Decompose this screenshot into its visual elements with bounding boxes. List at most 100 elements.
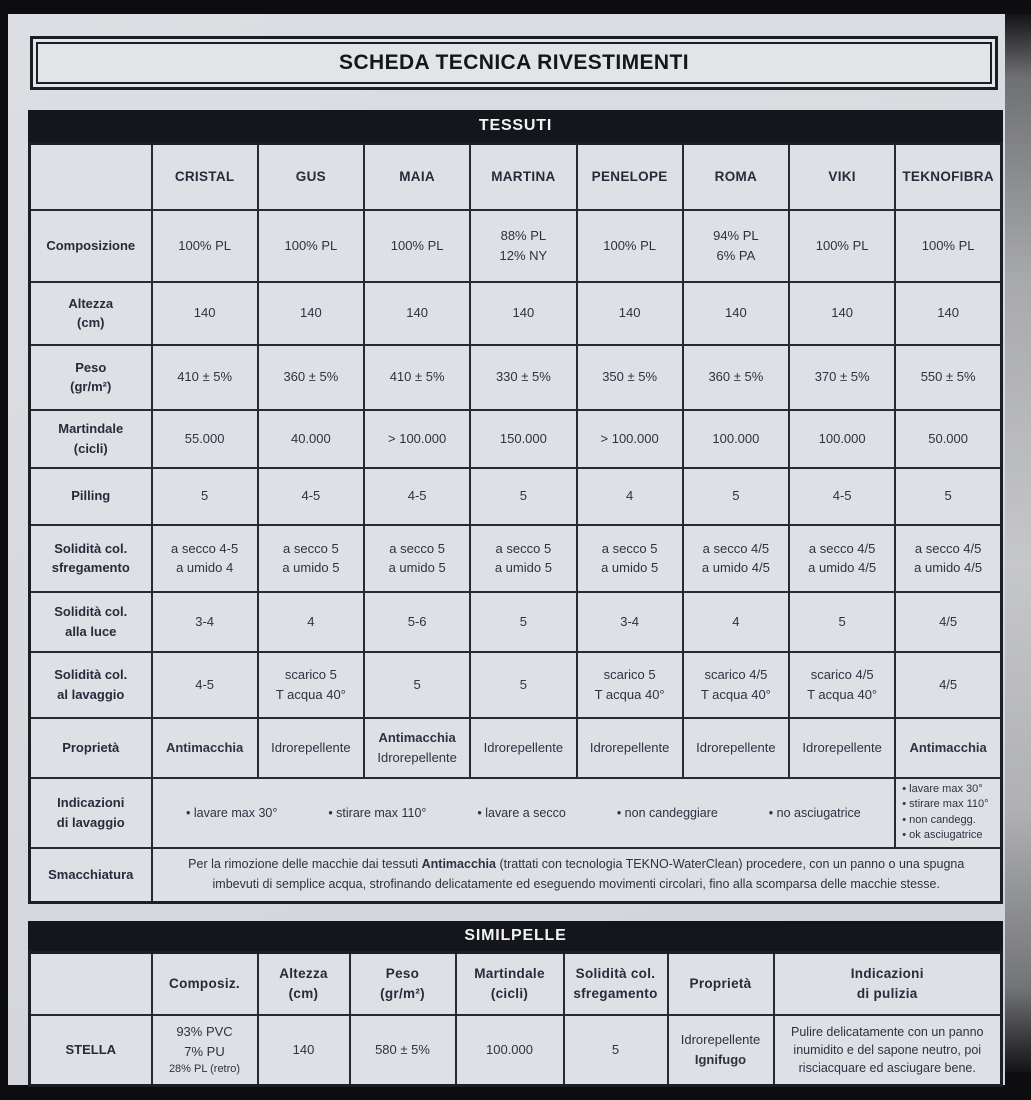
cell-line: a secco 5	[601, 540, 658, 556]
column-header-line: (cm)	[288, 985, 319, 1001]
cell-line: Idrorepellente	[589, 739, 670, 755]
row-label-line: Solidità col.	[54, 540, 128, 556]
tessuti-data-cell: 150.000	[469, 408, 578, 469]
tessuti-data-cell: 100% PL	[787, 208, 897, 283]
tessuti-data-cell: a secco 4/5 a umido 4/5	[894, 523, 1003, 593]
row-label-line: Solidità col.	[54, 604, 128, 619]
cell-line: 140	[937, 305, 959, 321]
cell-line: 4	[732, 613, 740, 629]
tessuti-washing-row: Indicazioni di lavaggio • lavare max 30° • …	[28, 776, 1003, 849]
cell-line: 5	[838, 613, 846, 629]
cell-line: T acqua 40°	[807, 686, 878, 702]
tessuti-data-cell: a secco 5 a umido 5	[256, 523, 366, 593]
cell-line: 93% PVC	[176, 1024, 233, 1039]
cell-line: 410 ± 5%	[177, 369, 233, 385]
similpelle-column-header: Proprietà	[666, 951, 775, 1016]
cell-line: 5	[732, 488, 740, 504]
tessuti-data-cell: 140	[787, 280, 897, 346]
tessuti-body: Composizione 100% PL 100% PL 100% PL 88% PL 1…	[28, 208, 1003, 904]
cell-line: a umido 4/5	[914, 560, 983, 575]
cell-line: 330 ± 5%	[495, 369, 551, 385]
tessuti-data-cell: 4/5	[894, 650, 1003, 719]
title-inner-frame: SCHEDA TECNICA RIVESTIMENTI	[36, 42, 992, 84]
cell-line: 4/5	[939, 613, 958, 629]
cell-line: 5	[201, 488, 209, 504]
tessuti-row-label: Martindale (cicli)	[28, 408, 153, 469]
cell-line: 50.000	[928, 430, 968, 446]
tessuti-row-label: Solidità col. al lavaggio	[28, 650, 153, 719]
cell-line: a umido 5	[282, 560, 340, 575]
similpelle-data-row: STELLA 93% PVC 7% PU 28% PL (retro) 140 580 ±…	[28, 1013, 1003, 1087]
tessuti-washing-shared-cell: • lavare max 30° • stirare max 110° • lava…	[150, 776, 897, 849]
tessuti-column-header: CRISTAL	[150, 142, 259, 211]
tessuti-data-cell: 370 ± 5%	[787, 343, 897, 411]
cell-line: a umido 5	[494, 560, 552, 575]
tessuti-data-cell: 140	[150, 280, 259, 346]
tessuti-data-cell: a secco 5 a umido 5	[575, 523, 684, 593]
tessuti-data-cell: scarico 5 T acqua 40°	[256, 650, 366, 719]
tessuti-data-cell: 5	[150, 466, 259, 526]
tessuti-data-cell: 5	[894, 466, 1003, 526]
cell-line: a umido 4/5	[808, 560, 877, 575]
tessuti-row-label: Pilling	[28, 466, 153, 526]
washing-item: • stirare max 110°	[902, 798, 989, 811]
tessuti-row-label: Smacchiatura	[28, 846, 153, 904]
smacchiatura-part: Antimacchia	[421, 857, 496, 872]
tessuti-data-cell: 140	[894, 280, 1003, 346]
similpelle-column-header: Solidità col. sfregamento	[562, 951, 669, 1016]
column-header-line: Altezza	[279, 965, 328, 981]
cell-line: 28% PL (retro)	[168, 1063, 241, 1075]
cell-line: 4-5	[195, 676, 215, 692]
table-row: Solidità col. alla luce 3-4 4 5-6 5 3-4 4 5 4/5	[28, 590, 1003, 653]
tessuti-data-cell: 5-6	[362, 590, 472, 653]
table-row: Solidità col. al lavaggio 4-5 scarico 5 T ac…	[28, 650, 1003, 719]
tessuti-row-label: Peso (gr/m²)	[28, 343, 153, 411]
tessuti-data-cell: 350 ± 5%	[575, 343, 684, 411]
row-label-line: (gr/m²)	[70, 379, 112, 394]
tessuti-data-cell: scarico 4/5 T acqua 40°	[787, 650, 897, 719]
tessuti-data-cell: 94% PL 6% PA	[681, 208, 791, 283]
washing-items: • lavare max 30° • stirare max 110° • lava…	[155, 806, 893, 820]
cell-line: 150.000	[499, 430, 547, 446]
cell-line: 12% NY	[499, 247, 548, 263]
tessuti-data-cell: Idrorepellente	[681, 716, 791, 779]
cell-line: 4/5	[939, 676, 958, 692]
cell-line: Antimacchia	[165, 739, 244, 755]
smacchiatura-text: Per la rimozione delle macchie dai tessu…	[155, 855, 999, 894]
tessuti-data-cell: 140	[681, 280, 791, 346]
similpelle-column-header: Martindale (cicli)	[454, 951, 565, 1016]
tessuti-data-cell: scarico 5 T acqua 40°	[575, 650, 684, 719]
tessuti-data-cell: > 100.000	[575, 408, 684, 469]
tessuti-data-cell: Idrorepellente	[469, 716, 578, 779]
cell-line: 140	[618, 305, 641, 321]
similpelle-data-cell: 100.000	[454, 1013, 565, 1087]
tessuti-data-cell: 4/5	[894, 590, 1003, 653]
tessuti-data-cell: 4	[575, 466, 684, 526]
cell-line: 410 ± 5%	[389, 369, 445, 385]
title-box: SCHEDA TECNICA RIVESTIMENTI	[30, 36, 998, 90]
table-row: Solidità col. sfregamento a secco 4-5 a umi…	[28, 523, 1003, 593]
cell-line: 7% PU	[184, 1043, 225, 1059]
similpelle-column-header: Altezza (cm)	[256, 951, 351, 1016]
cell-line: 5	[519, 488, 527, 504]
cell-line: 100% PL	[603, 237, 656, 253]
tessuti-data-cell: 100.000	[787, 408, 897, 469]
cell-line: 4	[307, 613, 315, 629]
cell-line: 100.000	[712, 430, 760, 446]
tessuti-data-cell: 100% PL	[575, 208, 684, 283]
row-label-line: (cicli)	[73, 440, 108, 456]
tessuti-data-cell: 3-4	[150, 590, 259, 653]
cell-line: a secco 5	[283, 540, 339, 556]
cell-line: 100% PL	[284, 237, 338, 253]
tessuti-data-cell: 140	[256, 280, 366, 346]
tessuti-data-cell: 100% PL	[256, 208, 366, 283]
cell-line: 370 ± 5%	[814, 369, 870, 385]
tessuti-column-header: VIKI	[787, 142, 897, 211]
cell-line: Idrorepellente	[483, 739, 564, 755]
cell-line: 94% PL	[713, 228, 759, 243]
similpelle-row-label: STELLA	[28, 1013, 153, 1087]
tessuti-data-cell: 3-4	[575, 590, 684, 653]
row-label-line: Proprietà	[62, 739, 120, 755]
cell-line: 5	[944, 488, 952, 504]
cell-line: Ignifugo	[694, 1051, 747, 1067]
